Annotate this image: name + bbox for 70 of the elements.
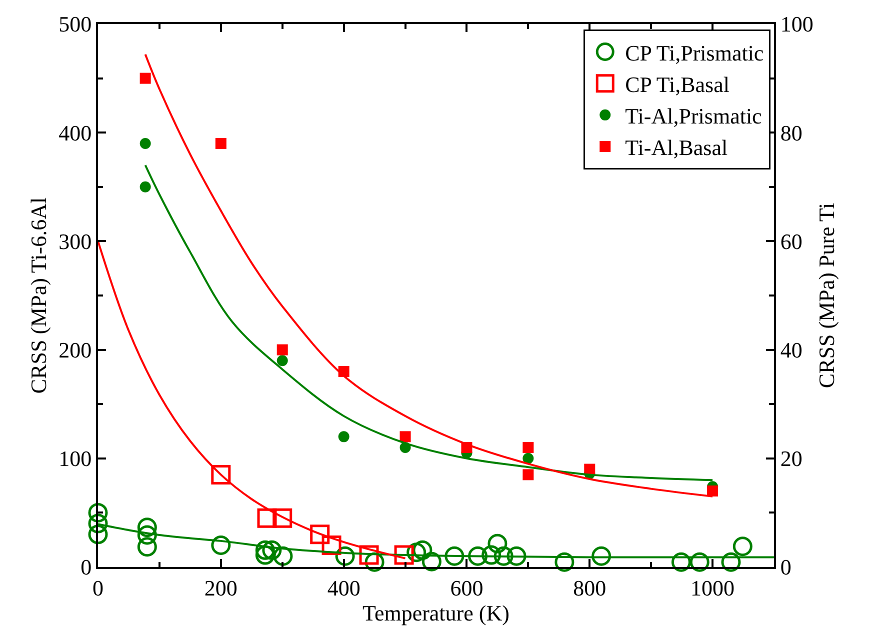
point [444,546,464,566]
y-tick-label: 400 [58,120,92,146]
y2-tick-label: 60 [780,228,802,254]
point [137,537,157,557]
point [255,540,275,560]
point [273,546,293,566]
x-axis-title: Temperature (K) [362,600,510,626]
point [140,181,151,192]
point [211,536,231,556]
point [671,552,691,572]
point [506,546,526,566]
y2-tick-label: 40 [780,338,802,362]
point [137,518,157,538]
point [364,552,384,572]
x-tick-label: 400 [327,575,360,600]
point [262,540,282,560]
y-tick-label: 0 [80,554,92,580]
point [140,72,151,84]
point [721,552,741,572]
point [338,431,350,442]
legend-label: Ti-Al,Basal [625,135,728,160]
y-tick-label: 200 [58,338,92,362]
point [272,508,292,528]
point [522,452,534,464]
legend-label: CP Ti,Basal [625,72,730,97]
point [468,546,488,566]
y2-tick-label: 20 [780,446,802,472]
x-tick-label: 200 [204,575,238,600]
point [554,552,574,572]
point [276,344,288,356]
point [522,442,534,454]
y-tick-label: 100 [58,446,92,472]
point [137,525,157,545]
point [322,536,342,556]
point [255,545,275,565]
point [211,464,231,484]
point [140,138,151,149]
point [359,545,379,565]
legend-label: CP Ti,Prismatic [625,40,764,66]
point [592,546,612,566]
point [422,552,442,572]
y2-tick-label: 100 [780,12,814,37]
point [494,546,514,566]
x-tick-label: 800 [573,575,606,600]
point [488,534,508,554]
y2-axis-title: CRSS (MPa) Pure Ti [814,202,839,388]
legend-label: Ti-Al,Prismatic [625,104,762,129]
point [276,355,288,366]
point [412,540,432,560]
point [690,552,710,572]
point [88,514,108,534]
point [400,431,411,442]
point [522,469,534,480]
x-tick-label: 600 [450,575,484,600]
point [88,524,108,544]
y2-tick-label: 80 [780,120,802,146]
point [482,545,502,565]
y-tick-label: 500 [58,12,92,37]
y-axis-title: CRSS (MPa) Ti-6.6Al [26,197,51,394]
point [335,546,355,566]
point [732,536,752,556]
point [310,524,330,544]
point [394,545,414,565]
x-tick-label: 1000 [690,575,735,600]
y2-tick-label: 0 [780,554,792,580]
point [88,502,108,522]
y-tick-label: 300 [58,228,92,254]
point [707,485,718,496]
point [215,138,226,149]
point [257,508,277,528]
